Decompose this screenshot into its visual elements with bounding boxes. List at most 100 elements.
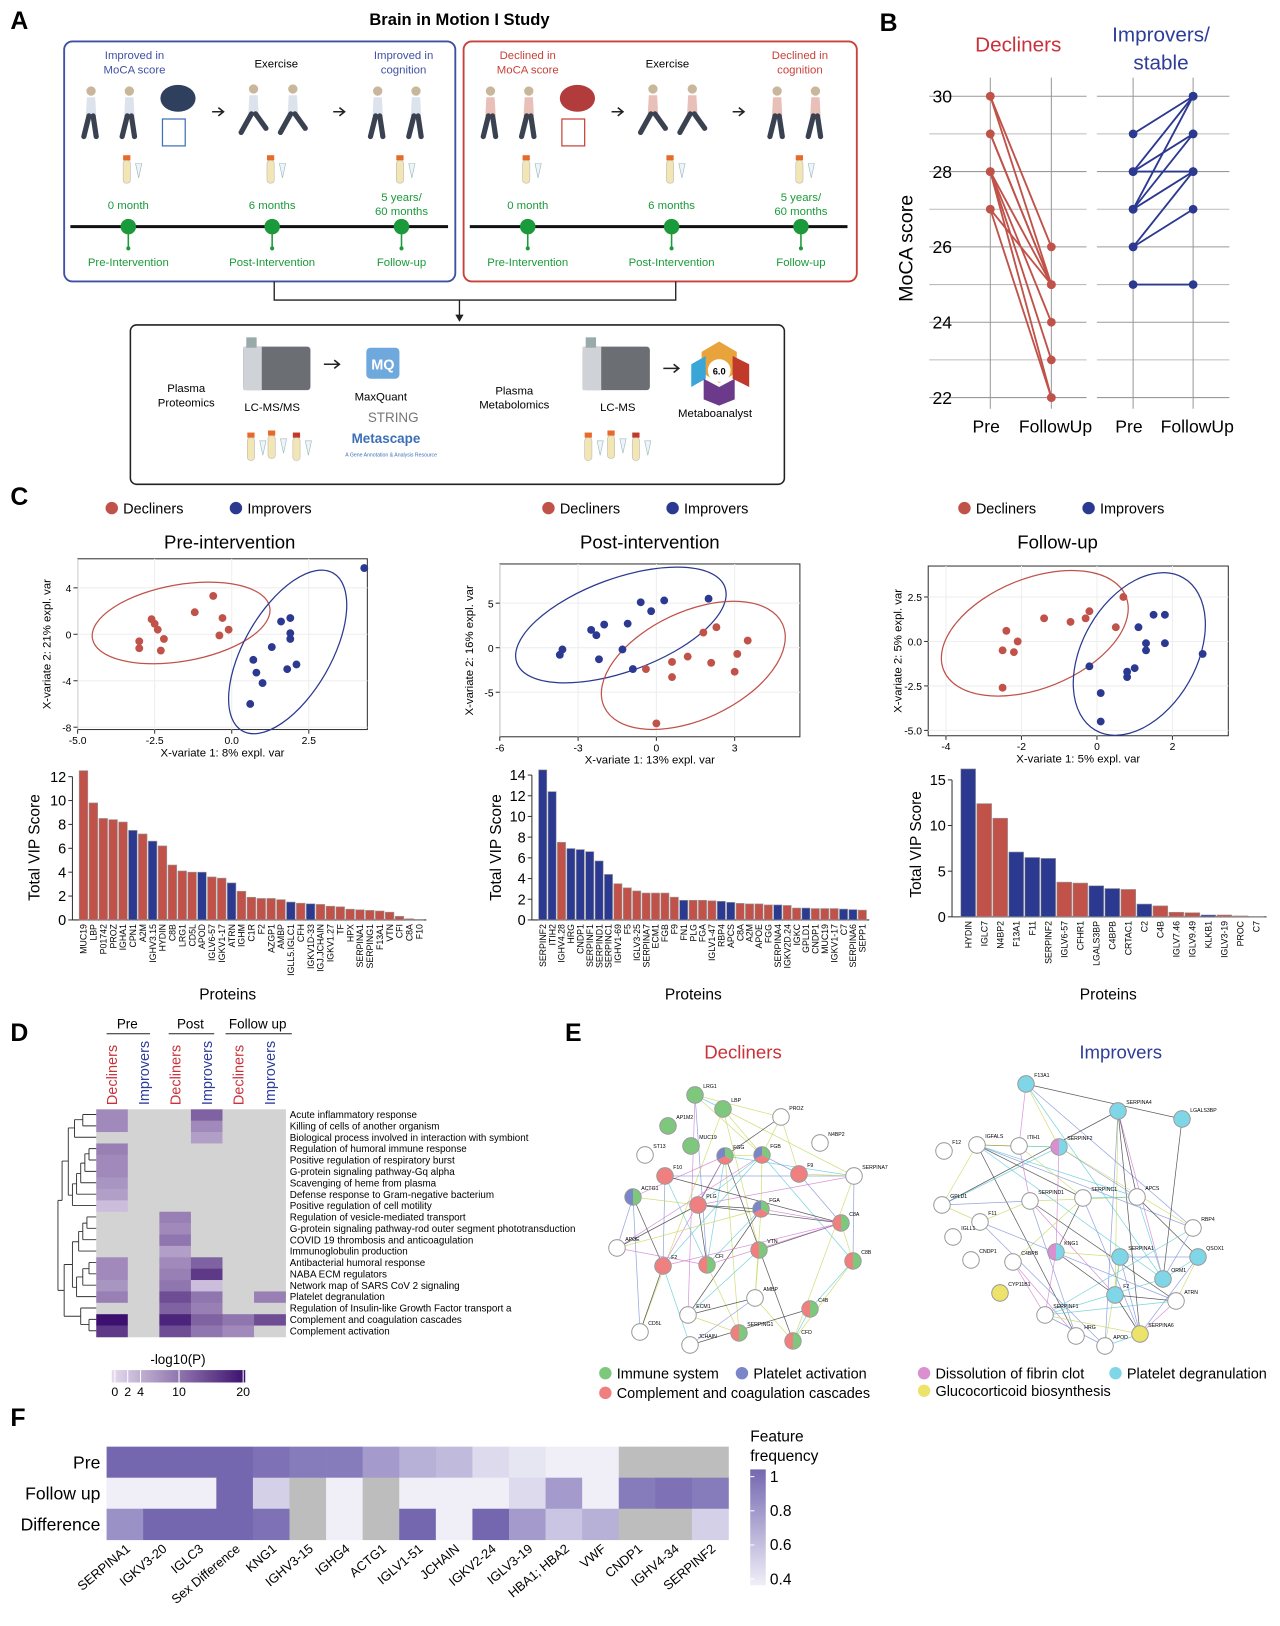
protein-node[interactable]: SERPINA6 bbox=[1132, 1323, 1174, 1343]
timepoint-dot bbox=[520, 219, 536, 235]
term-label: Platelet degranulation bbox=[290, 1292, 385, 1303]
data-point bbox=[259, 679, 267, 687]
heatmap-cell bbox=[253, 1509, 290, 1540]
proteomics-label-2: Proteomics bbox=[158, 398, 215, 410]
protein-node[interactable]: ATRN bbox=[1168, 1290, 1198, 1310]
protein-node[interactable]: FGB bbox=[754, 1144, 782, 1164]
bar-category-label: F10 bbox=[414, 924, 424, 939]
string-label: STRING bbox=[368, 410, 419, 425]
protein-node[interactable]: ACTG1 bbox=[625, 1186, 659, 1206]
protein-node[interactable]: RBP4 bbox=[1185, 1217, 1215, 1237]
legend-marker-improvers bbox=[666, 502, 678, 514]
data-point bbox=[268, 643, 276, 651]
protein-node[interactable]: AP1M2 bbox=[660, 1115, 694, 1135]
bar bbox=[188, 872, 197, 920]
bar bbox=[277, 900, 286, 920]
bar bbox=[1041, 858, 1056, 916]
protein-node[interactable]: ST13 bbox=[637, 1144, 666, 1164]
protein-node[interactable]: ECM1 bbox=[680, 1304, 711, 1324]
protein-node[interactable]: F13A1 bbox=[1018, 1073, 1050, 1093]
data-point bbox=[154, 626, 162, 634]
left-start-label-2: MoCA score bbox=[104, 64, 166, 76]
arrow-right-icon bbox=[324, 360, 340, 368]
followup-point bbox=[1047, 356, 1056, 365]
arrow-down-icon bbox=[455, 315, 463, 322]
protein-label: PLG bbox=[706, 1194, 716, 1200]
protein-node[interactable]: AMBP bbox=[747, 1287, 779, 1307]
timepoint-dot bbox=[121, 219, 137, 235]
protein-node[interactable]: GPLD1 bbox=[934, 1194, 968, 1214]
protein-node[interactable]: LBP bbox=[715, 1098, 742, 1118]
protein-node[interactable]: LGALS3BP bbox=[1174, 1108, 1217, 1128]
protein-node[interactable]: SERPINF2 bbox=[1051, 1136, 1093, 1156]
protein-node[interactable]: SERPING1 bbox=[731, 1322, 774, 1342]
protein-node[interactable]: PROZ bbox=[773, 1106, 804, 1126]
heatmap-cell bbox=[222, 1326, 254, 1338]
data-point bbox=[209, 592, 217, 600]
bar-category-label: LGALS3BP bbox=[1092, 921, 1102, 966]
protein-node[interactable]: LRG1 bbox=[687, 1084, 717, 1104]
svg-text:6.0: 6.0 bbox=[713, 367, 726, 377]
protein-node[interactable]: ITIH1 bbox=[1011, 1135, 1040, 1155]
x-tick-label: FollowUp bbox=[1161, 417, 1234, 437]
protein-node[interactable]: N4BP2 bbox=[812, 1132, 845, 1152]
protein-node[interactable]: C8A bbox=[833, 1212, 860, 1232]
protein-node[interactable]: ORM1 bbox=[1155, 1268, 1187, 1288]
dendrogram bbox=[58, 1114, 96, 1330]
heatmap-cell bbox=[128, 1212, 160, 1224]
bar bbox=[198, 872, 207, 920]
protein-label: N4BP2 bbox=[828, 1132, 844, 1138]
followup-point bbox=[1189, 130, 1198, 139]
bar-category-label: IGLV6-57 bbox=[207, 924, 217, 961]
x-tick-label: -2.5 bbox=[146, 736, 164, 747]
data-point bbox=[705, 595, 713, 603]
followup-point bbox=[1189, 280, 1198, 289]
protein-node[interactable]: F10 bbox=[657, 1165, 683, 1185]
person-icon bbox=[409, 86, 421, 136]
column-label: Improvers bbox=[263, 1041, 279, 1105]
improvers-title-1: Improvers/ bbox=[1112, 23, 1210, 46]
heatmap-cell bbox=[222, 1303, 254, 1315]
heatmap-cell bbox=[159, 1280, 191, 1292]
data-point bbox=[652, 719, 660, 727]
protein-node[interactable]: FGG bbox=[717, 1145, 745, 1165]
metabolomics-label-2: Metabolomics bbox=[479, 400, 549, 412]
protein-node[interactable]: CYP11B1 bbox=[992, 1282, 1031, 1302]
bar-category-label: CD5L bbox=[187, 924, 197, 947]
protein-node[interactable]: F9 bbox=[791, 1163, 814, 1183]
decliners-network-title: Decliners bbox=[704, 1042, 782, 1063]
protein-node[interactable]: C8B bbox=[845, 1250, 872, 1270]
protein-node[interactable]: SERPINA7 bbox=[846, 1165, 888, 1185]
heatmap-cell bbox=[159, 1303, 191, 1315]
protein-label: F2 bbox=[671, 1255, 677, 1261]
protein-node[interactable]: CD5L bbox=[632, 1321, 662, 1341]
bar bbox=[727, 902, 735, 920]
bar-category-label: IGHA1 bbox=[118, 924, 128, 950]
protein-node[interactable]: C4B bbox=[802, 1298, 829, 1318]
protein-node[interactable]: F12 bbox=[936, 1140, 962, 1160]
protein-node[interactable]: SERPINA4 bbox=[1110, 1100, 1152, 1120]
protein-node[interactable]: CNDP1 bbox=[963, 1249, 997, 1269]
interaction-edge bbox=[1163, 1119, 1182, 1279]
protein-node[interactable]: MUC19 bbox=[683, 1135, 717, 1155]
protein-node[interactable]: F2 bbox=[655, 1255, 678, 1275]
protein-node[interactable]: IGLL1 bbox=[945, 1226, 976, 1246]
protein-node[interactable]: IGFALS bbox=[969, 1134, 1004, 1154]
protein-node[interactable]: QSOX1 bbox=[1190, 1246, 1224, 1266]
y-axis-label: MoCA score bbox=[896, 195, 918, 302]
data-point bbox=[600, 621, 608, 629]
bar bbox=[336, 907, 345, 920]
data-point bbox=[286, 614, 294, 622]
protein-node[interactable]: C4BPB bbox=[1005, 1251, 1039, 1271]
legend-marker bbox=[1109, 1367, 1121, 1379]
heatmap-cell bbox=[128, 1291, 160, 1303]
bar bbox=[287, 902, 296, 920]
bar bbox=[698, 900, 706, 920]
protein-node[interactable]: APOD bbox=[1097, 1335, 1128, 1355]
protein-node[interactable]: CFD bbox=[785, 1330, 812, 1350]
brain-icon bbox=[560, 85, 595, 112]
sample-tube-icon bbox=[123, 155, 142, 183]
mass-spectrometer-icon bbox=[583, 337, 650, 390]
subject-line bbox=[1133, 209, 1193, 247]
